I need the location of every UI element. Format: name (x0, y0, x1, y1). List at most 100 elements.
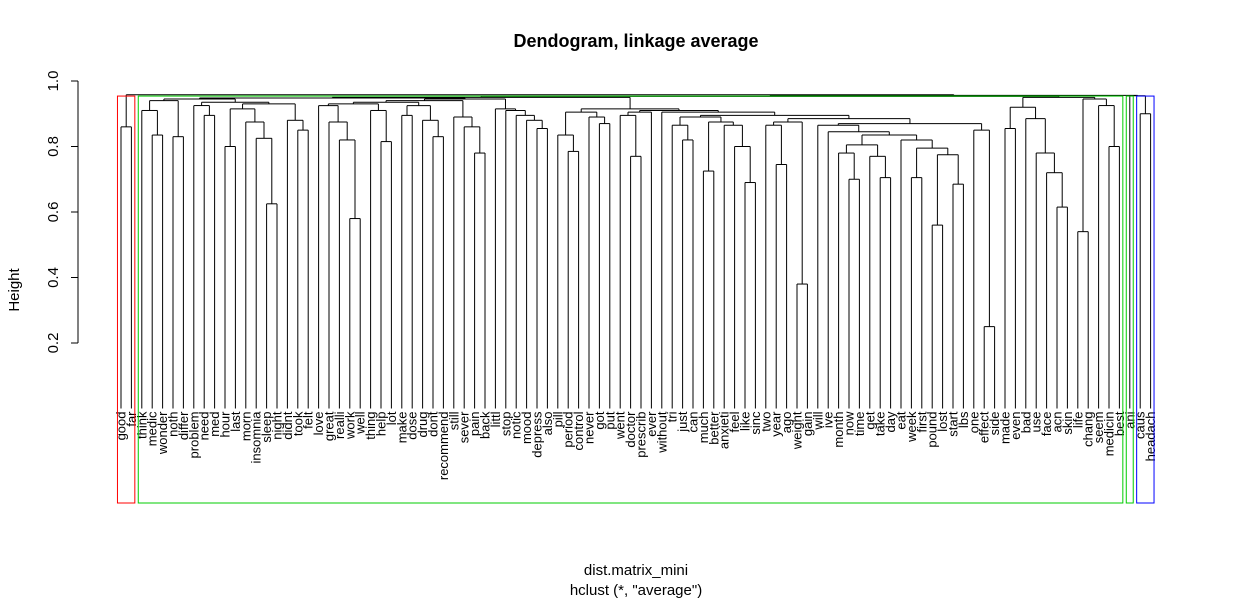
cluster-rect (137, 95, 1124, 504)
y-tick-label: 1.0 (45, 71, 62, 92)
leaf-label: use (1029, 412, 1044, 433)
leaf-label: better (706, 411, 721, 445)
leaf-label: ago (779, 412, 794, 434)
leaf-label: will (810, 411, 825, 430)
leaf-label: can (686, 412, 701, 433)
leaf-label: gain (800, 412, 815, 437)
leaf-label: start (946, 411, 961, 437)
leaf-label: take (873, 412, 888, 437)
leaf-label: period (561, 412, 576, 448)
leaf-label: sever (457, 411, 472, 443)
leaf-label: felt (301, 411, 316, 429)
leaf-label: lbs (956, 411, 971, 428)
leaf-label: much (696, 412, 711, 444)
leaf-label: work (342, 411, 357, 440)
cluster-rect (1125, 95, 1134, 504)
y-tick-label: 0.2 (45, 333, 62, 354)
leaf-label: without (654, 411, 669, 454)
leaf-label: well (353, 411, 368, 435)
leaf-label: control (571, 411, 586, 450)
leaf-label: anxieti (717, 411, 732, 449)
leaf-label: noth (166, 412, 181, 437)
leaf-label: lost (935, 411, 950, 432)
leaf-label: effect (977, 411, 992, 443)
leaf-label: went (613, 411, 628, 440)
leaf-label: week (904, 411, 919, 443)
leaf-label: pain (467, 412, 482, 437)
leaf-label: got (592, 411, 607, 429)
leaf-label: headach (1143, 412, 1158, 462)
leaf-label: put (602, 411, 617, 429)
leaf-label: thing (363, 412, 378, 440)
leaf-label: mood (519, 412, 534, 445)
leaf-label: also (540, 412, 555, 436)
leaf-label: drug (415, 412, 430, 438)
subtitle: hclust (*, "average") (570, 582, 702, 599)
leaf-label: insomnia (249, 411, 264, 464)
leaf-label: skin (1060, 412, 1075, 435)
leaf-label: sinc (748, 411, 763, 435)
leaf-label: differ (176, 411, 191, 440)
leaf-label: doctor (623, 411, 638, 448)
leaf-label: hour (218, 411, 233, 438)
leaf-label: bad (1018, 412, 1033, 434)
leaf-label: feel (727, 411, 742, 432)
leaf-label: dose (405, 412, 420, 440)
leaf-label: month (831, 412, 846, 448)
leaf-label: medicin (1102, 412, 1117, 457)
leaf-label: took (290, 411, 305, 436)
leaf-label: never (582, 411, 597, 444)
y-tick-label: 0.6 (45, 202, 62, 223)
leaf-label: make (394, 412, 409, 444)
leaf-label: made (998, 412, 1013, 445)
leaf-label: depress (530, 411, 545, 458)
leaf-label: life (1070, 412, 1085, 429)
leaf-label: ever (644, 411, 659, 437)
leaf-label: chang (1081, 412, 1096, 447)
leaf-label: help (374, 412, 389, 437)
leaf-label: still (446, 411, 461, 430)
leaf-label: first (914, 411, 929, 432)
leaf-label: night (270, 411, 285, 440)
leaf-label: dont (426, 411, 441, 437)
leaf-label: pill (550, 411, 565, 427)
leaf-label: time (852, 412, 867, 437)
leaf-label: med (207, 412, 222, 437)
leaf-label: now (842, 411, 857, 435)
leaf-label: lot (384, 411, 399, 425)
y-tick-label: 0.4 (45, 267, 62, 288)
leaf-label: year (769, 411, 784, 437)
leaf-label: prescrib (634, 412, 649, 458)
leaf-label: tri (665, 411, 680, 422)
leaf-label: two (758, 412, 773, 432)
leaf-label: weight (790, 411, 805, 450)
leaf-label: ive (821, 412, 836, 429)
leaf-label: problem (186, 412, 201, 459)
cluster-rect (116, 95, 136, 504)
leaf-label: stop (498, 412, 513, 437)
y-tick-label: 0.8 (45, 136, 62, 157)
leaf-label: one (966, 412, 981, 434)
leaf-label: need (197, 412, 212, 441)
x-axis-title: dist.matrix_mini (584, 562, 688, 579)
leaf-label: get (862, 411, 877, 429)
y-axis-title: Height (6, 267, 23, 311)
leaf-label: recommend (436, 412, 451, 481)
leaf-label: realli (332, 411, 347, 439)
leaf-label: even (1008, 412, 1023, 440)
leaf-label: day (883, 411, 898, 432)
leaf-label: face (1039, 412, 1054, 437)
leaf-label: great (322, 411, 337, 441)
leaf-label: side (987, 412, 1002, 436)
leaf-label: love (311, 412, 326, 436)
leaf-label: like (738, 412, 753, 432)
leaf-label: medic (145, 411, 160, 446)
leaf-label: didnt (280, 411, 295, 440)
leaf-label: eat (894, 411, 909, 429)
leaf-label: last (228, 411, 243, 432)
leaf-label: just (675, 411, 690, 433)
leaf-label: wonder (155, 411, 170, 455)
leaf-label: seem (1091, 412, 1106, 444)
